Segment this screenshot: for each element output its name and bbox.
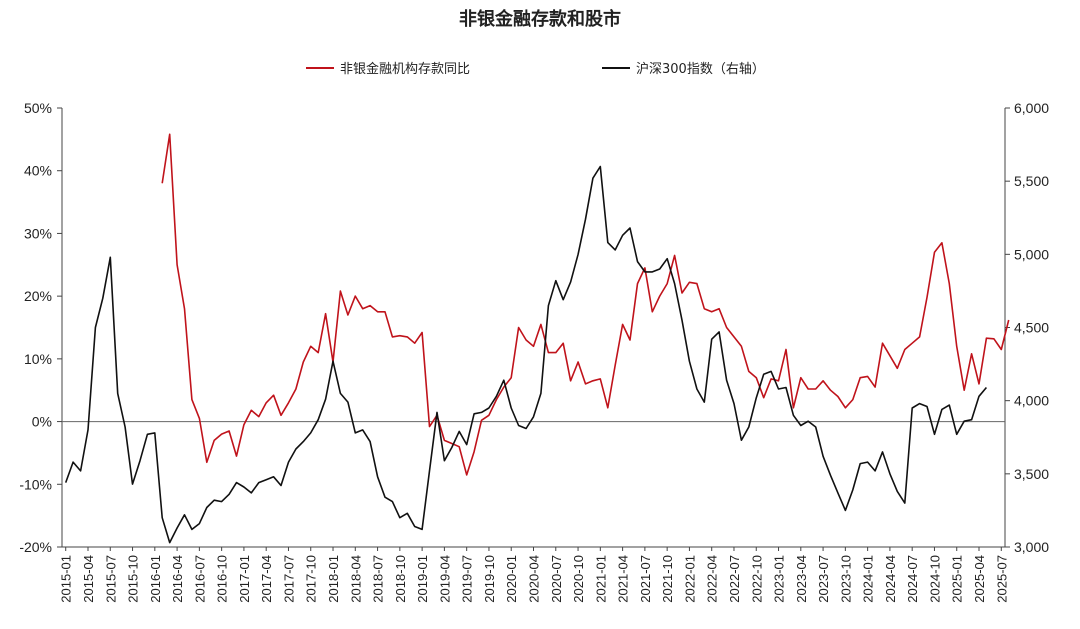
legend: 非银金融机构存款同比 沪深300指数（右轴） (306, 61, 765, 77)
x-tick-label: 2018-04 (348, 555, 363, 603)
x-tick-label: 2017-04 (259, 555, 274, 603)
x-tick-label: 2023-10 (838, 555, 853, 603)
right-tick-label: 5,000 (1014, 246, 1049, 262)
x-tick-label: 2017-07 (281, 555, 296, 603)
x-tick-label: 2024-01 (861, 555, 876, 603)
x-tick-label: 2017-10 (304, 555, 319, 603)
series-line-deposit-yoy (161, 133, 1010, 476)
x-tick-label: 2019-10 (482, 555, 497, 603)
x-tick-label: 2023-07 (816, 555, 831, 603)
x-tick-label: 2016-04 (170, 555, 185, 603)
legend-label-deposit: 非银金融机构存款同比 (340, 61, 470, 77)
right-tick-label: 6,000 (1014, 100, 1049, 116)
x-tick-label: 2018-01 (326, 555, 341, 603)
right-axis: 6,000 5,500 5,000 4,500 4,000 3,500 3,000 (1004, 100, 1049, 555)
left-tick-label: 40% (24, 163, 52, 179)
x-tick-label: 2022-10 (749, 555, 764, 603)
left-tick-label: -20% (19, 539, 52, 555)
left-tick-label: 0% (32, 414, 52, 430)
right-tick-label: 4,500 (1014, 320, 1049, 336)
x-tick-label: 2025-01 (950, 555, 965, 603)
x-tick-label: 2019-04 (437, 555, 452, 603)
x-tick-label: 2016-10 (215, 555, 230, 603)
x-tick-label: 2021-07 (638, 555, 653, 603)
x-axis: 2015-01 2015-04 2015-07 2015-10 2016-01 2016-… (59, 421, 1009, 603)
x-tick-label: 2022-01 (682, 555, 697, 603)
x-tick-label: 2019-01 (415, 555, 430, 603)
x-tick-label: 2024-04 (883, 555, 898, 603)
x-tick-label: 2016-01 (148, 555, 163, 603)
left-tick-label: 30% (24, 225, 52, 241)
right-tick-label: 5,500 (1014, 173, 1049, 189)
left-tick-label: 20% (24, 288, 52, 304)
x-tick-label: 2019-07 (460, 555, 475, 603)
x-tick-label: 2015-10 (126, 555, 141, 603)
series-layer (64, 133, 1010, 544)
chart-title: 非银金融存款和股市 (459, 8, 621, 30)
x-tick-label: 2021-10 (660, 555, 675, 603)
right-tick-label: 3,000 (1014, 539, 1049, 555)
x-tick-label: 2020-10 (571, 555, 586, 603)
left-tick-label: 50% (24, 100, 52, 116)
left-tick-label: -10% (19, 476, 52, 492)
x-tick-label: 2015-04 (81, 555, 96, 603)
x-tick-label: 2015-07 (103, 555, 118, 603)
x-tick-label: 2017-01 (237, 555, 252, 603)
x-tick-label: 2023-01 (772, 555, 787, 603)
legend-label-csi300: 沪深300指数（右轴） (636, 61, 765, 77)
x-tick-label: 2022-07 (727, 555, 742, 603)
x-tick-label: 2024-10 (927, 555, 942, 603)
x-tick-label: 2015-01 (59, 555, 74, 603)
x-tick-label: 2021-04 (616, 555, 631, 603)
x-tick-label: 2021-01 (593, 555, 608, 603)
x-tick-label: 2020-01 (504, 555, 519, 603)
x-tick-label: 2020-07 (549, 555, 564, 603)
right-tick-label: 3,500 (1014, 466, 1049, 482)
x-tick-label: 2023-04 (794, 555, 809, 603)
x-tick-label: 2018-07 (371, 555, 386, 603)
right-tick-label: 4,000 (1014, 393, 1049, 409)
x-tick-label: 2022-04 (705, 555, 720, 603)
x-tick-label: 2016-07 (192, 555, 207, 603)
left-axis: 50% 40% 30% 20% 10% 0% -10% -20% (19, 100, 63, 555)
left-tick-label: 10% (24, 351, 52, 367)
x-tick-label: 2020-04 (527, 555, 542, 603)
x-tick-label: 2025-04 (972, 555, 987, 603)
x-tick-label: 2025-07 (994, 555, 1009, 603)
x-tick-label: 2018-10 (393, 555, 408, 603)
x-tick-label: 2024-07 (905, 555, 920, 603)
series-line-csi300 (64, 165, 988, 544)
